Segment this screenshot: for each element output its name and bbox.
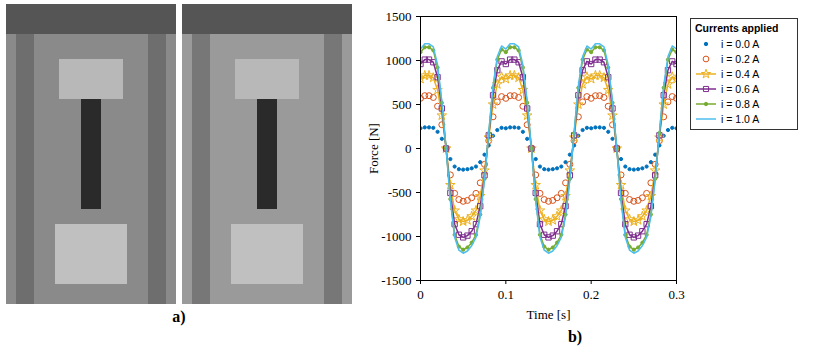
html-text:i = 0.2 A: i = 0.2 A: [721, 52, 760, 65]
html-text:b): b): [567, 328, 583, 345]
svg-text:-500: -500: [388, 185, 412, 200]
html-text:i = 0.8 A: i = 0.8 A: [721, 97, 760, 110]
html-text:i = 0.6 A: i = 0.6 A: [721, 82, 760, 95]
html-text:i = 0.4 A: i = 0.4 A: [721, 67, 760, 80]
html-text:i = 1.0 A: i = 1.0 A: [721, 112, 760, 125]
svg-text:1000: 1000: [386, 53, 412, 68]
html-text:i = 0.0 A: i = 0.0 A: [721, 37, 760, 50]
svg-text:-1500: -1500: [381, 273, 411, 288]
svg-text:0.2: 0.2: [583, 287, 599, 302]
svg-text:1500: 1500: [386, 9, 412, 24]
svg-text:0.1: 0.1: [498, 287, 514, 302]
svg-text:Force [N]: Force [N]: [366, 123, 381, 174]
svg-text:500: 500: [392, 97, 412, 112]
html-text:a): a): [172, 308, 186, 325]
svg-text:Time [s]: Time [s]: [527, 307, 571, 322]
svg-text:0: 0: [405, 141, 412, 156]
svg-text:0: 0: [417, 287, 424, 302]
svg-text:-1000: -1000: [381, 229, 411, 244]
html-text:Currents applied: Currents applied: [695, 22, 779, 34]
svg-text:0.3: 0.3: [668, 287, 684, 302]
